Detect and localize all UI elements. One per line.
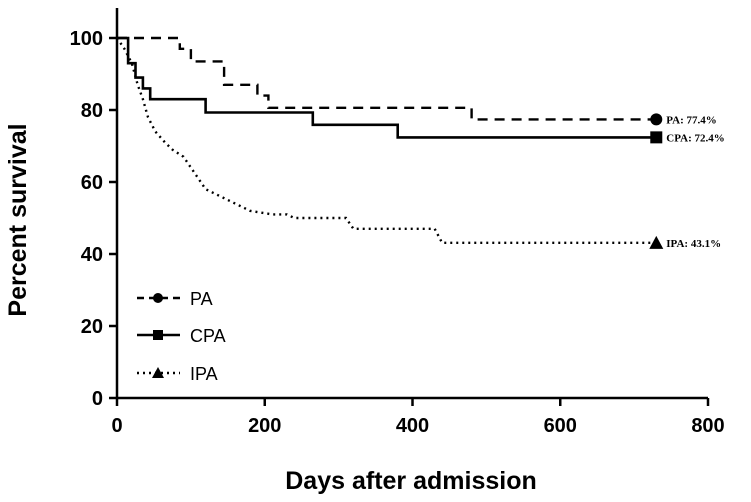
series-ipa: IPA: 43.1% xyxy=(116,37,721,250)
y-tick-label: 40 xyxy=(81,244,103,266)
axes: 0 20 40 60 80 100 0 200 400 600 800 xyxy=(70,8,725,437)
y-tick-label: 100 xyxy=(70,28,103,50)
legend-circle-marker xyxy=(153,293,163,303)
legend: PA CPA IPA xyxy=(137,289,226,384)
x-tick-label: 800 xyxy=(691,415,724,437)
x-tick-label: 600 xyxy=(544,415,577,437)
series-layer: PA: 77.4% CPA: 72.4% IPA: 43.1% xyxy=(116,36,725,250)
series-cpa: CPA: 72.4% xyxy=(117,36,725,144)
legend-label-cpa: CPA xyxy=(190,326,226,346)
y-tick-label: 60 xyxy=(81,172,103,194)
legend-item-pa: PA xyxy=(137,289,213,309)
end-label-cpa: CPA: 72.4% xyxy=(666,132,724,144)
x-axis-label: Days after admission xyxy=(285,467,537,495)
end-label-ipa: IPA: 43.1% xyxy=(666,238,721,250)
legend-label-pa: PA xyxy=(190,289,213,309)
legend-label-ipa: IPA xyxy=(190,364,218,384)
y-tick-label: 20 xyxy=(81,316,103,338)
legend-item-cpa: CPA xyxy=(137,326,226,346)
x-tick-label: 400 xyxy=(396,415,429,437)
series-line-ipa xyxy=(116,37,657,245)
y-tick-label: 0 xyxy=(92,388,103,410)
end-label-pa: PA: 77.4% xyxy=(666,114,717,126)
x-tick-label: 0 xyxy=(111,415,122,437)
y-axis-label: Percent survival xyxy=(4,123,32,316)
y-tick-label: 80 xyxy=(81,100,103,122)
series-line-pa xyxy=(117,36,657,121)
triangle-marker-ipa xyxy=(649,235,664,249)
legend-square-marker xyxy=(153,330,163,340)
circle-marker-pa xyxy=(650,113,663,126)
square-marker-cpa xyxy=(650,131,663,144)
x-tick-label: 200 xyxy=(248,415,281,437)
legend-triangle-marker xyxy=(152,367,164,378)
legend-item-ipa: IPA xyxy=(137,364,218,384)
series-pa: PA: 77.4% xyxy=(117,36,717,126)
series-line-cpa xyxy=(117,36,657,139)
